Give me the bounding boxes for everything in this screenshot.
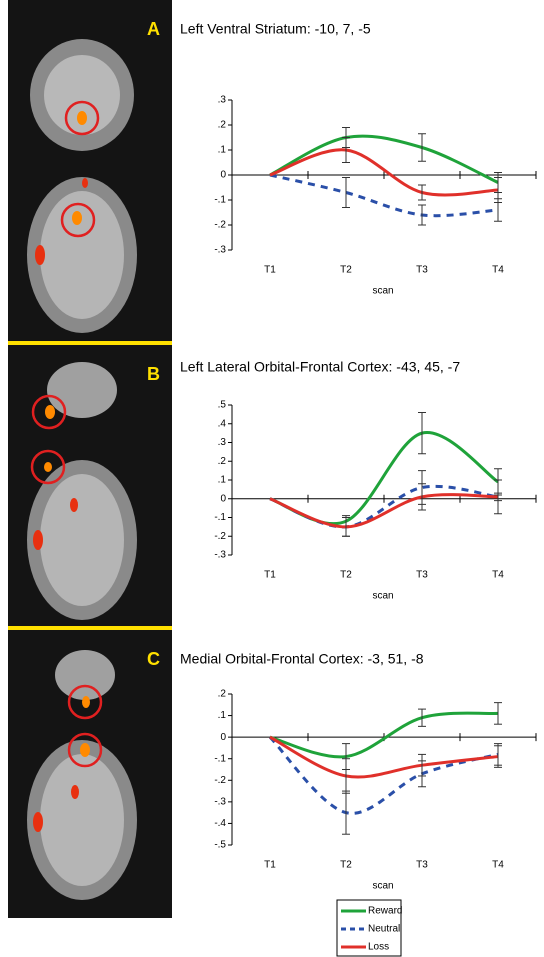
x-tick-label: T4 — [492, 570, 504, 581]
x-tick-label: T2 — [340, 265, 352, 276]
page: A Left Ventral Striatum: -10, 7, -5 .3 .2 .1… — [0, 0, 544, 957]
panel-label: A — [147, 19, 160, 39]
x-tick-label: T3 — [416, 570, 428, 581]
y-tick-label: -.2 — [214, 531, 226, 542]
activation — [80, 743, 90, 757]
y-tick-label: -.3 — [214, 796, 226, 807]
y-tick-label: .1 — [218, 475, 227, 486]
brain-slice — [40, 191, 124, 319]
activation — [44, 462, 52, 472]
x-tick-label: T1 — [264, 265, 276, 276]
brain-slice — [40, 754, 124, 886]
activation — [71, 785, 79, 799]
legend-label: Reward — [368, 906, 402, 917]
y-tick-label: .5 — [218, 400, 227, 411]
y-tick-label: .2 — [218, 120, 227, 131]
brain-panels — [8, 0, 172, 918]
x-tick-label: T3 — [416, 860, 428, 871]
y-tick-label: .3 — [218, 95, 227, 106]
y-tick-label: -.2 — [214, 220, 226, 231]
y-tick-label: 0 — [220, 493, 226, 504]
y-tick-label: -.1 — [214, 195, 226, 206]
activation — [70, 498, 78, 512]
x-tick-label: T4 — [492, 265, 504, 276]
figure: A Left Ventral Striatum: -10, 7, -5 .3 .2 .1… — [0, 0, 544, 957]
activation — [82, 178, 88, 188]
y-tick-label: -.1 — [214, 753, 226, 764]
activation — [33, 812, 43, 832]
y-tick-label: .3 — [218, 437, 227, 448]
panel-label: B — [147, 364, 160, 384]
x-tick-label: T3 — [416, 265, 428, 276]
x-axis-label: scan — [372, 881, 393, 892]
activation — [72, 211, 82, 225]
y-tick-label: .1 — [218, 145, 227, 156]
x-tick-label: T2 — [340, 570, 352, 581]
chart-title: Medial Orbital-Frontal Cortex: -3, 51, -… — [180, 651, 424, 667]
y-tick-label: -.3 — [214, 550, 226, 561]
activation — [33, 530, 43, 550]
chart-title: Left Ventral Striatum: -10, 7, -5 — [180, 21, 371, 37]
brain-slice — [47, 362, 117, 418]
x-tick-label: T1 — [264, 570, 276, 581]
y-tick-label: -.4 — [214, 818, 226, 829]
y-tick-label: .4 — [218, 418, 227, 429]
x-tick-label: T1 — [264, 860, 276, 871]
legend-label: Loss — [368, 942, 389, 953]
x-axis-label: scan — [372, 286, 393, 297]
y-tick-label: -.3 — [214, 245, 226, 256]
y-tick-label: -.2 — [214, 775, 226, 786]
activation — [77, 111, 87, 125]
y-tick-label: .1 — [218, 710, 227, 721]
brain-slice — [40, 474, 124, 606]
y-tick-label: 0 — [220, 170, 226, 181]
series-line — [270, 737, 498, 777]
legend-label: Neutral — [368, 924, 400, 935]
x-axis-label: scan — [372, 591, 393, 602]
y-tick-label: .2 — [218, 456, 227, 467]
y-tick-label: 0 — [220, 732, 226, 743]
chart-title: Left Lateral Orbital-Frontal Cortex: -43… — [180, 359, 460, 375]
y-tick-label: -.5 — [214, 840, 226, 851]
y-tick-label: .2 — [218, 689, 227, 700]
y-tick-label: -.1 — [214, 512, 226, 523]
activation — [45, 405, 55, 419]
panel-divider — [8, 341, 172, 345]
x-tick-label: T4 — [492, 860, 504, 871]
series-line — [270, 486, 498, 527]
panel-divider — [8, 626, 172, 630]
x-tick-label: T2 — [340, 860, 352, 871]
activation — [82, 696, 90, 708]
activation — [35, 245, 45, 265]
brain-slice — [55, 650, 115, 700]
panel-label: C — [147, 649, 160, 669]
